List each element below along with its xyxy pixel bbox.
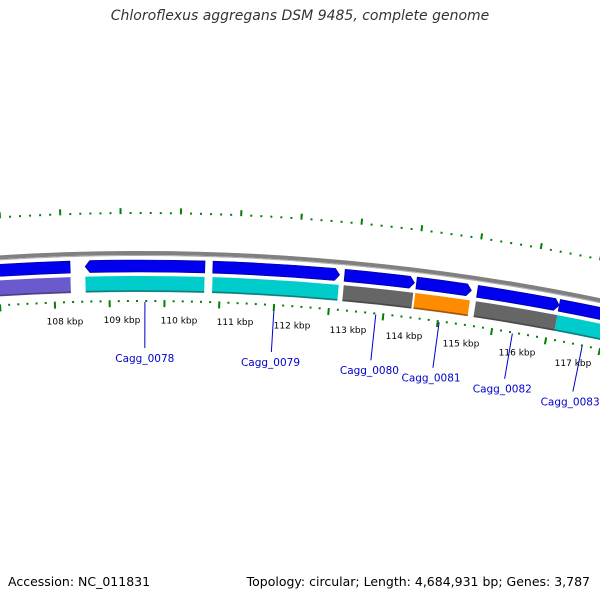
gene-band-shadow — [85, 290, 205, 293]
gene-label-cagg-0082[interactable]: Cagg_0082 — [473, 384, 532, 396]
gene-band-gray — [473, 301, 558, 331]
gene-label-leader — [432, 322, 440, 368]
cds-arrow — [415, 276, 472, 297]
kbp-label: 115 kbp — [443, 340, 480, 350]
gene-band-shadow — [0, 291, 71, 297]
kbp-label: 113 kbp — [330, 326, 367, 336]
cds-arrow — [84, 259, 206, 274]
kbp-label: 108 kbp — [47, 317, 84, 327]
kbp-label: 114 kbp — [386, 332, 423, 342]
gene-band-shadow — [342, 299, 412, 309]
cds-arrow — [343, 269, 415, 289]
gene-band-purple — [0, 277, 71, 297]
gene-label-cagg-0081[interactable]: Cagg_0081 — [401, 373, 460, 385]
gene-label-leader — [270, 306, 275, 353]
kbp-label: 116 kbp — [499, 349, 536, 359]
ruler-major-tick — [381, 313, 385, 321]
genome-summary-text: Topology: circular; Length: 4,684,931 bp… — [246, 574, 590, 589]
gene-band-cyan — [212, 277, 339, 301]
map-title: Chloroflexus aggregans DSM 9485, complet… — [110, 8, 490, 24]
top-major-tick — [539, 243, 543, 250]
gene-label-cagg-0079[interactable]: Cagg_0079 — [241, 357, 300, 369]
gene-band-shadow — [212, 291, 338, 301]
gene-band-shadow — [413, 307, 468, 316]
gene-label-cagg-0080[interactable]: Cagg_0080 — [340, 365, 399, 377]
gene-label-cagg-0083[interactable]: Cagg_0083 — [541, 396, 600, 408]
gene-band-orange — [413, 292, 470, 317]
kbp-label: 112 kbp — [274, 321, 311, 331]
genome-backbone-highlight — [0, 255, 600, 304]
ruler-major-tick — [490, 327, 494, 336]
cds-arrow — [212, 260, 341, 281]
gene-label-leader — [370, 314, 377, 361]
gene-band-shadow — [473, 315, 555, 331]
gene-label-leader — [504, 333, 513, 379]
ruler-major-tick — [435, 319, 439, 328]
kbp-label: 110 kbp — [161, 316, 198, 326]
kbp-label: 117 kbp — [555, 359, 592, 369]
top-major-tick — [420, 225, 424, 232]
top-major-tick — [480, 233, 484, 240]
genome-backbone — [0, 251, 600, 303]
gene-label-leader — [572, 346, 583, 392]
gene-band-gray — [342, 285, 414, 309]
cds-arrow — [476, 285, 560, 311]
cds-arrow — [0, 260, 71, 277]
cds-arrow — [557, 299, 600, 320]
kbp-label: 109 kbp — [104, 316, 141, 326]
gene-band-cyan — [554, 315, 600, 341]
ruler-major-tick — [327, 307, 330, 316]
gene-band-cyan — [85, 276, 205, 293]
gene-band-shadow — [554, 329, 600, 340]
accession-text: Accession: NC_011831 — [8, 574, 151, 589]
gene-label-cagg-0078[interactable]: Cagg_0078 — [115, 353, 174, 365]
top-major-tick — [360, 218, 364, 225]
kbp-label: 111 kbp — [217, 318, 254, 328]
ruler-major-tick — [543, 337, 548, 345]
